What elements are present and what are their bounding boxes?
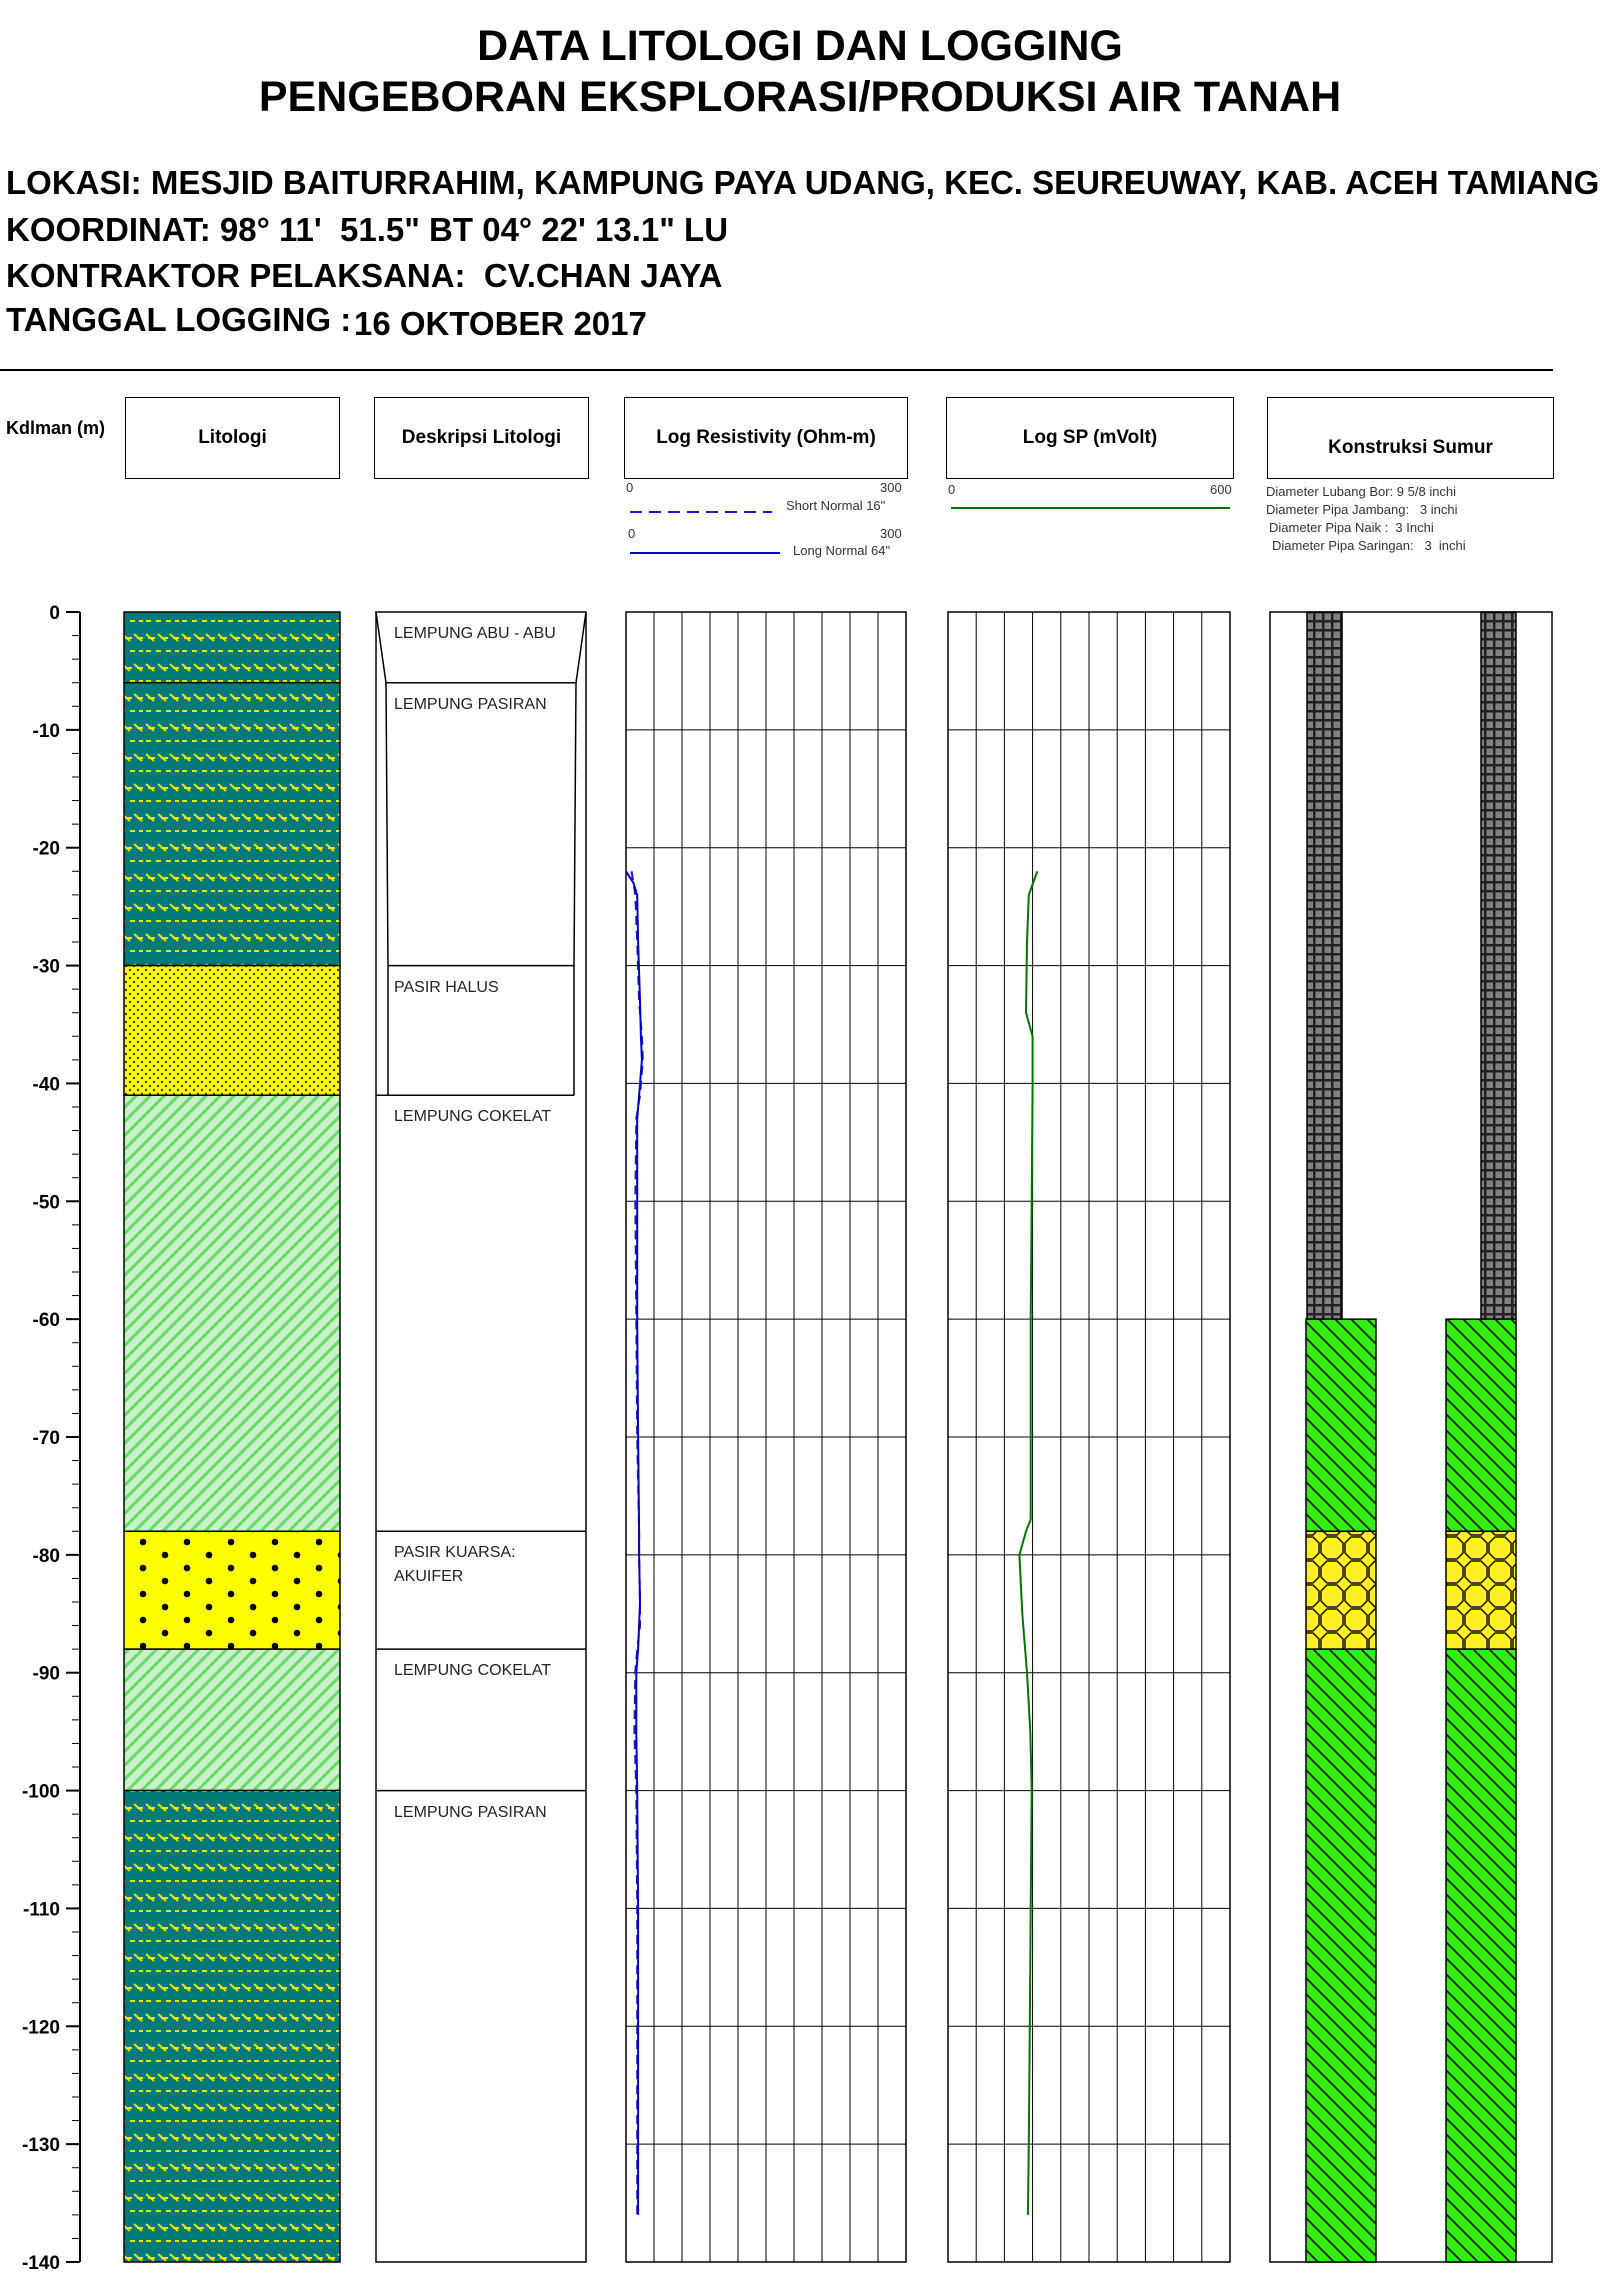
lithology-layer-sandy-clay	[123, 681, 341, 967]
well-gravel-fill	[1305, 1648, 1377, 2263]
lithology-layer-quartz-sand	[123, 1530, 341, 1650]
lithology-description-label: LEMPUNG COKELAT	[394, 1662, 552, 1680]
res-legend-max-2: 300	[880, 526, 902, 541]
resistivity-header-label: Log Resistivity (Ohm-m)	[656, 427, 876, 448]
short-normal-legend-label: Short Normal 16"	[786, 498, 886, 513]
lithology-description-label: LEMPUNG COKELAT	[394, 1108, 552, 1126]
res-legend-max-1: 300	[880, 480, 902, 495]
lithology-layer-clay-gray	[123, 611, 341, 684]
depth-tick-label: 0	[49, 603, 60, 624]
lithology-description-label: LEMPUNG PASIRAN	[394, 1803, 547, 1821]
title-line-2: PENGEBORAN EKSPLORASI/PRODUKSI AIR TANAH	[258, 73, 1342, 121]
description-taper-lines	[375, 611, 587, 1096]
lithology-layer-brown-clay	[123, 1094, 341, 1533]
res-legend-min-1: 0	[626, 480, 634, 495]
depth-tick-label: -60	[33, 1310, 60, 1331]
depth-tick-label: -140	[22, 2253, 60, 2274]
litologi-header: Litologi	[125, 397, 340, 479]
well-gravel-fill	[1305, 1318, 1377, 1533]
well-gravel-fill	[1445, 1648, 1517, 2263]
depth-tick-label: -120	[22, 2017, 60, 2038]
long-normal-curve	[625, 870, 643, 2215]
diameter-jambang-text: Diameter Pipa Jambang: 3 inchi	[1266, 502, 1458, 517]
casing-pipe	[1480, 611, 1517, 1320]
tanggal-value: 16 OKTOBER 2017	[354, 305, 647, 342]
well-screen	[1445, 1530, 1517, 1650]
title-line-1: DATA LITOLOGI DAN LOGGING	[477, 22, 1123, 70]
deskripsi-header: Deskripsi Litologi	[374, 397, 589, 479]
sp-legend-min: 0	[948, 482, 956, 497]
sp-header-label: Log SP (mVolt)	[1022, 427, 1158, 448]
depth-column-label: Kdlman (m)	[6, 418, 105, 438]
depth-tick-label: -30	[33, 957, 60, 978]
depth-tick-label: -70	[33, 1428, 60, 1449]
depth-tick-label: -130	[22, 2135, 60, 2156]
kontraktor-text: KONTRAKTOR PELAKSANA: CV.CHAN JAYA	[6, 257, 723, 294]
lithology-layer-sandy-clay	[123, 1789, 341, 2263]
resistivity-header: Log Resistivity (Ohm-m)	[624, 397, 908, 479]
lithology-description-label: PASIR HALUS	[394, 978, 499, 996]
depth-tick-label: -50	[33, 1192, 60, 1213]
depth-tick-label: -40	[33, 1074, 60, 1095]
well-gravel-fill	[1445, 1318, 1517, 1533]
depth-tick-label: -90	[33, 1664, 60, 1685]
depth-tick-label: -80	[33, 1546, 60, 1567]
tanggal-label: TANGGAL LOGGING :	[6, 301, 352, 338]
diameter-saringan-text: Diameter Pipa Saringan: 3 inchi	[1272, 538, 1466, 553]
depth-tick-label: -10	[33, 721, 60, 742]
depth-tick-label: -20	[33, 839, 60, 860]
casing-pipe	[1306, 611, 1343, 1320]
sp-header: Log SP (mVolt)	[946, 397, 1234, 479]
deskripsi-header-label: Deskripsi Litologi	[401, 427, 562, 448]
sp-curve	[1018, 870, 1039, 2215]
lithology-description-label: PASIR KUARSA: AKUIFER	[394, 1544, 516, 1586]
sp-legend-max: 600	[1210, 482, 1232, 497]
konstruksi-header-label: Konstruksi Sumur	[1328, 437, 1493, 458]
lokasi-text: LOKASI: MESJID BAITURRAHIM, KAMPUNG PAYA…	[6, 164, 1600, 201]
well-screen	[1305, 1530, 1377, 1650]
lithology-layer-brown-clay	[123, 1648, 341, 1792]
description-column-frame	[375, 611, 587, 2263]
long-normal-legend-label: Long Normal 64"	[793, 543, 891, 558]
lithology-description-label: LEMPUNG ABU - ABU	[394, 625, 556, 642]
depth-tick-label: -100	[22, 1782, 60, 1803]
konstruksi-header: Konstruksi Sumur	[1267, 397, 1554, 479]
res-legend-min-2: 0	[628, 526, 636, 541]
depth-tick-label: -110	[23, 1899, 60, 1920]
litologi-header-label: Litologi	[198, 427, 267, 448]
lithology-layer-fine-sand	[123, 964, 341, 1096]
koordinat-text: KOORDINAT: 98° 11' 51.5" BT 04° 22' 13.1…	[6, 211, 729, 248]
lithology-description-label: LEMPUNG PASIRAN	[394, 695, 547, 713]
diameter-bor-text: Diameter Lubang Bor: 9 5/8 inchi	[1266, 484, 1457, 499]
diameter-naik-text: Diameter Pipa Naik : 3 Inchi	[1269, 520, 1434, 535]
